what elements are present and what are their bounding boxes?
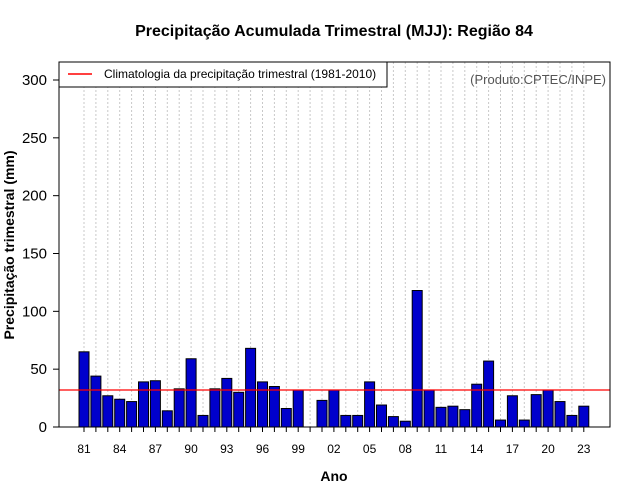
bar-2005 xyxy=(364,381,376,428)
bar-1986 xyxy=(138,381,149,428)
bar-2009 xyxy=(411,290,423,428)
legend-label: Climatologia da precipitação trimestral … xyxy=(104,67,376,81)
y-tick-label: 150 xyxy=(22,246,47,263)
x-tick-label: 93 xyxy=(220,442,234,456)
x-tick-label: 99 xyxy=(292,442,306,456)
bar-1989 xyxy=(173,388,185,428)
bar-1984 xyxy=(114,398,126,428)
bar-2001 xyxy=(316,399,328,428)
y-axis-title: Precipitação trimestral (mm) xyxy=(1,150,17,339)
legend-box xyxy=(58,61,388,88)
x-tick-label: 23 xyxy=(577,442,591,456)
y-axis: 0 50 100 150 200 250 300 xyxy=(22,72,59,436)
x-axis: 81 84 87 90 93 96 99 02 05 08 11 14 17 20 23 xyxy=(77,427,591,456)
bar-1991 xyxy=(197,414,209,428)
bar-2017 xyxy=(506,395,518,428)
x-tick-label: 84 xyxy=(113,442,127,456)
y-tick-label: 50 xyxy=(30,361,47,378)
bar-2021 xyxy=(554,401,566,428)
bar-1993 xyxy=(221,377,233,428)
bar-2011 xyxy=(435,406,447,428)
x-tick-label: 08 xyxy=(399,442,413,456)
bar-1995 xyxy=(245,347,257,428)
bar-2023 xyxy=(578,405,590,428)
chart-title: Precipitação Acumulada Trimestral (MJJ):… xyxy=(135,23,533,40)
bar-1990 xyxy=(185,358,197,428)
x-tick-label: 05 xyxy=(363,442,377,456)
y-tick-label: 100 xyxy=(22,303,47,320)
x-tick-label: 90 xyxy=(184,442,198,456)
x-tick-label: 96 xyxy=(256,442,270,456)
bar-2012 xyxy=(447,405,459,428)
bar-1983 xyxy=(102,395,114,428)
bar-2016 xyxy=(495,419,506,428)
bar-1999 xyxy=(292,389,304,428)
y-tick-label: 200 xyxy=(22,188,47,205)
bar-2004 xyxy=(352,414,364,428)
x-tick-label: 87 xyxy=(149,442,163,456)
bar-1985 xyxy=(126,401,138,428)
bar-2008 xyxy=(399,420,411,428)
bar-1987 xyxy=(149,380,161,428)
x-tick-label: 20 xyxy=(541,442,555,456)
y-tick-label: 300 xyxy=(22,72,47,89)
bar-1997 xyxy=(268,386,280,428)
bar-2010 xyxy=(423,389,435,428)
x-tick-label: 14 xyxy=(470,442,484,456)
bar-2018 xyxy=(518,419,530,428)
plot-border xyxy=(58,61,611,428)
bar-1998 xyxy=(280,407,292,428)
bar-2006 xyxy=(376,404,387,428)
bar-2013 xyxy=(459,409,471,428)
bar-2022 xyxy=(566,414,578,428)
bar-2020 xyxy=(542,389,554,428)
bar-2015 xyxy=(483,360,495,428)
bar-1982 xyxy=(90,375,102,428)
legend: Climatologia da precipitação trimestral … xyxy=(58,61,388,88)
bar-1988 xyxy=(161,410,173,428)
bar-1996 xyxy=(257,381,268,428)
x-tick-label: 11 xyxy=(435,442,448,456)
y-tick-label: 250 xyxy=(22,130,47,147)
grid-lines xyxy=(83,62,585,427)
bar-2002 xyxy=(328,389,340,428)
y-tick-label: 0 xyxy=(39,419,47,436)
bar-2019 xyxy=(530,394,542,428)
x-tick-label: 81 xyxy=(77,442,91,456)
x-tick-label: 02 xyxy=(327,442,341,456)
credit-text: (Produto:CPTEC/INPE) xyxy=(470,72,606,87)
x-axis-title: Ano xyxy=(320,468,347,484)
bar-2003 xyxy=(340,414,352,428)
bar-1994 xyxy=(233,391,245,428)
x-tick-label: 17 xyxy=(506,442,520,456)
bar-2007 xyxy=(387,416,399,428)
bar-1992 xyxy=(209,388,221,428)
